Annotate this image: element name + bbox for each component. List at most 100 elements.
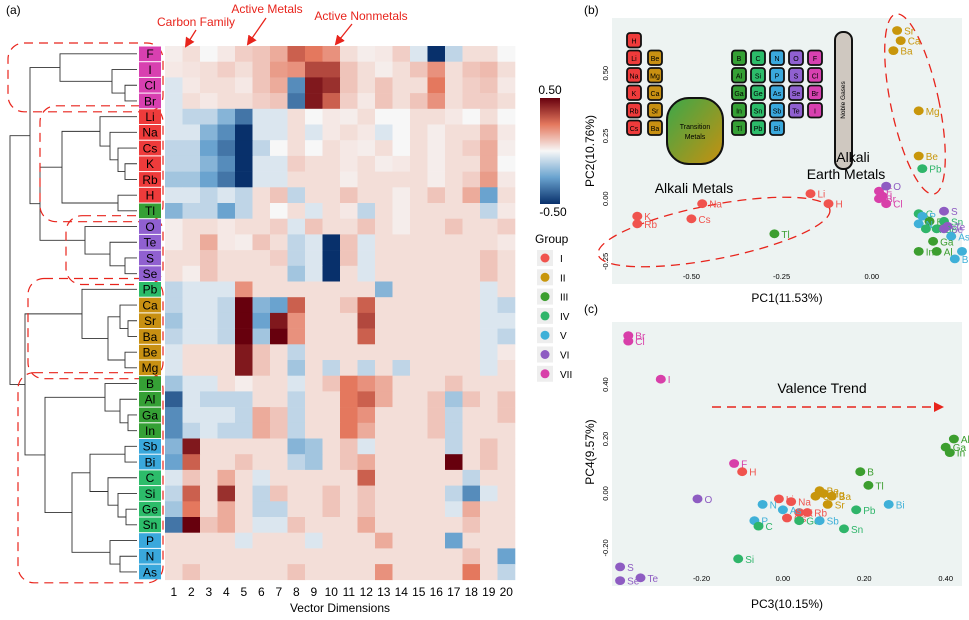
- heat-cell: [340, 140, 358, 157]
- heat-cell: [235, 77, 253, 94]
- row-label-box: [139, 329, 161, 344]
- heat-cell: [375, 469, 393, 486]
- ptable-symbol: Sb: [773, 109, 782, 116]
- ptable-symbol: H: [631, 39, 636, 46]
- heat-cell: [375, 250, 393, 267]
- ptable-cell: [647, 49, 663, 66]
- plot-c-point: [655, 374, 666, 384]
- heat-cell: [445, 61, 463, 78]
- heat-cell: [165, 140, 183, 157]
- heat-cell: [357, 328, 376, 345]
- heat-cell: [462, 108, 481, 125]
- row-label-box: [139, 486, 161, 501]
- heat-cell: [392, 375, 411, 392]
- ptable-symbol: Sn: [754, 109, 763, 116]
- plot-b-point: [881, 181, 892, 191]
- plot-b-point: [892, 26, 903, 35]
- heat-cell: [445, 422, 463, 439]
- heat-cell: [200, 155, 218, 172]
- row-label-box: [139, 219, 161, 234]
- heat-cell: [305, 46, 323, 62]
- heat-cell: [270, 297, 288, 314]
- plot-b-point-label: Sn: [951, 217, 963, 228]
- heat-cell: [200, 312, 218, 329]
- heat-cell: [445, 375, 463, 392]
- plot-c-point-label: Ge: [806, 517, 820, 528]
- heat-cell: [322, 93, 341, 110]
- plot-b-point: [877, 191, 888, 201]
- plot-b-point-label: H: [836, 200, 843, 211]
- heat-cell: [340, 517, 358, 533]
- heat-cell: [497, 391, 516, 408]
- heat-cell: [200, 375, 218, 392]
- heat-cell: [217, 407, 236, 424]
- heat-cell: [480, 218, 498, 235]
- heat-cell: [252, 297, 271, 314]
- heat-cell: [410, 171, 428, 188]
- heat-cell: [497, 46, 516, 62]
- ptable-cell: [626, 32, 642, 49]
- heat-cell: [375, 328, 393, 345]
- heat-cell: [375, 93, 393, 110]
- plot-c-point: [773, 494, 784, 504]
- column-tick-label: 6: [258, 585, 265, 599]
- heat-cell: [322, 454, 341, 471]
- heat-cell: [445, 93, 463, 110]
- cluster-outline: [39, 105, 164, 223]
- heat-cell: [375, 155, 393, 172]
- heat-cell: [235, 328, 253, 345]
- heat-cell: [392, 265, 411, 282]
- plot-c-point-label: Te: [648, 574, 659, 585]
- heat-cell: [357, 312, 376, 329]
- heat-cell: [392, 360, 411, 376]
- heat-cell: [322, 171, 341, 188]
- plot-c-point: [635, 573, 646, 583]
- ptable-symbol: Br: [812, 91, 820, 98]
- legend-title: Group: [535, 232, 569, 246]
- heat-cell: [410, 454, 428, 471]
- plot-b-point: [632, 211, 643, 221]
- annotation-active-nonmetals: Active Nonmetals: [314, 9, 407, 23]
- plot-c-point: [794, 516, 805, 526]
- heat-cell: [217, 328, 236, 345]
- ptable-cell: [769, 84, 785, 101]
- heat-cell: [357, 469, 376, 486]
- heat-cell: [340, 46, 358, 62]
- heatmap-panel: FIClBrLiNaCsKRbHTlOTeSSePbCaSrBaBeMgBAlG…: [7, 2, 572, 615]
- legend-dot-III: [540, 292, 550, 302]
- row-label: Te: [144, 236, 157, 250]
- heat-cell: [217, 46, 236, 62]
- heat-cell: [427, 328, 446, 345]
- heat-cell: [445, 250, 463, 267]
- heat-cell: [165, 203, 183, 219]
- heat-cell: [235, 140, 253, 157]
- plot-b-point-label: Tl: [781, 230, 789, 241]
- plot-c-point-label: Tl: [875, 481, 883, 492]
- heat-cell: [165, 265, 183, 282]
- heat-cell: [270, 532, 288, 549]
- heat-cell: [252, 171, 271, 188]
- heat-cell: [287, 548, 306, 565]
- heat-cell: [427, 171, 446, 188]
- heat-cell: [287, 312, 306, 329]
- pca-panel-c: -0.20 0.00 0.20 0.40 -0.20 0.00 0.20 0.40 PC3(1…: [583, 322, 969, 611]
- heat-cell: [322, 501, 341, 518]
- ptable-symbol: F: [813, 56, 817, 63]
- plot-b-point-label: Pb: [929, 165, 942, 176]
- heat-cell: [287, 344, 306, 361]
- heat-cell: [305, 485, 323, 502]
- heat-cell: [497, 375, 516, 392]
- heat-cell: [322, 344, 341, 361]
- heat-cell: [200, 517, 218, 533]
- heat-cell: [270, 234, 288, 251]
- row-label: Mg: [142, 361, 159, 375]
- legend-dot-IV: [540, 311, 550, 321]
- plot-b-point: [931, 224, 942, 234]
- cluster-outline: [7, 42, 164, 113]
- heat-cell: [497, 407, 516, 424]
- heat-cell: [445, 501, 463, 518]
- row-label: Na: [142, 126, 158, 140]
- heat-cell: [200, 281, 218, 298]
- heat-cell: [462, 485, 481, 502]
- ptable-cell: [788, 67, 804, 84]
